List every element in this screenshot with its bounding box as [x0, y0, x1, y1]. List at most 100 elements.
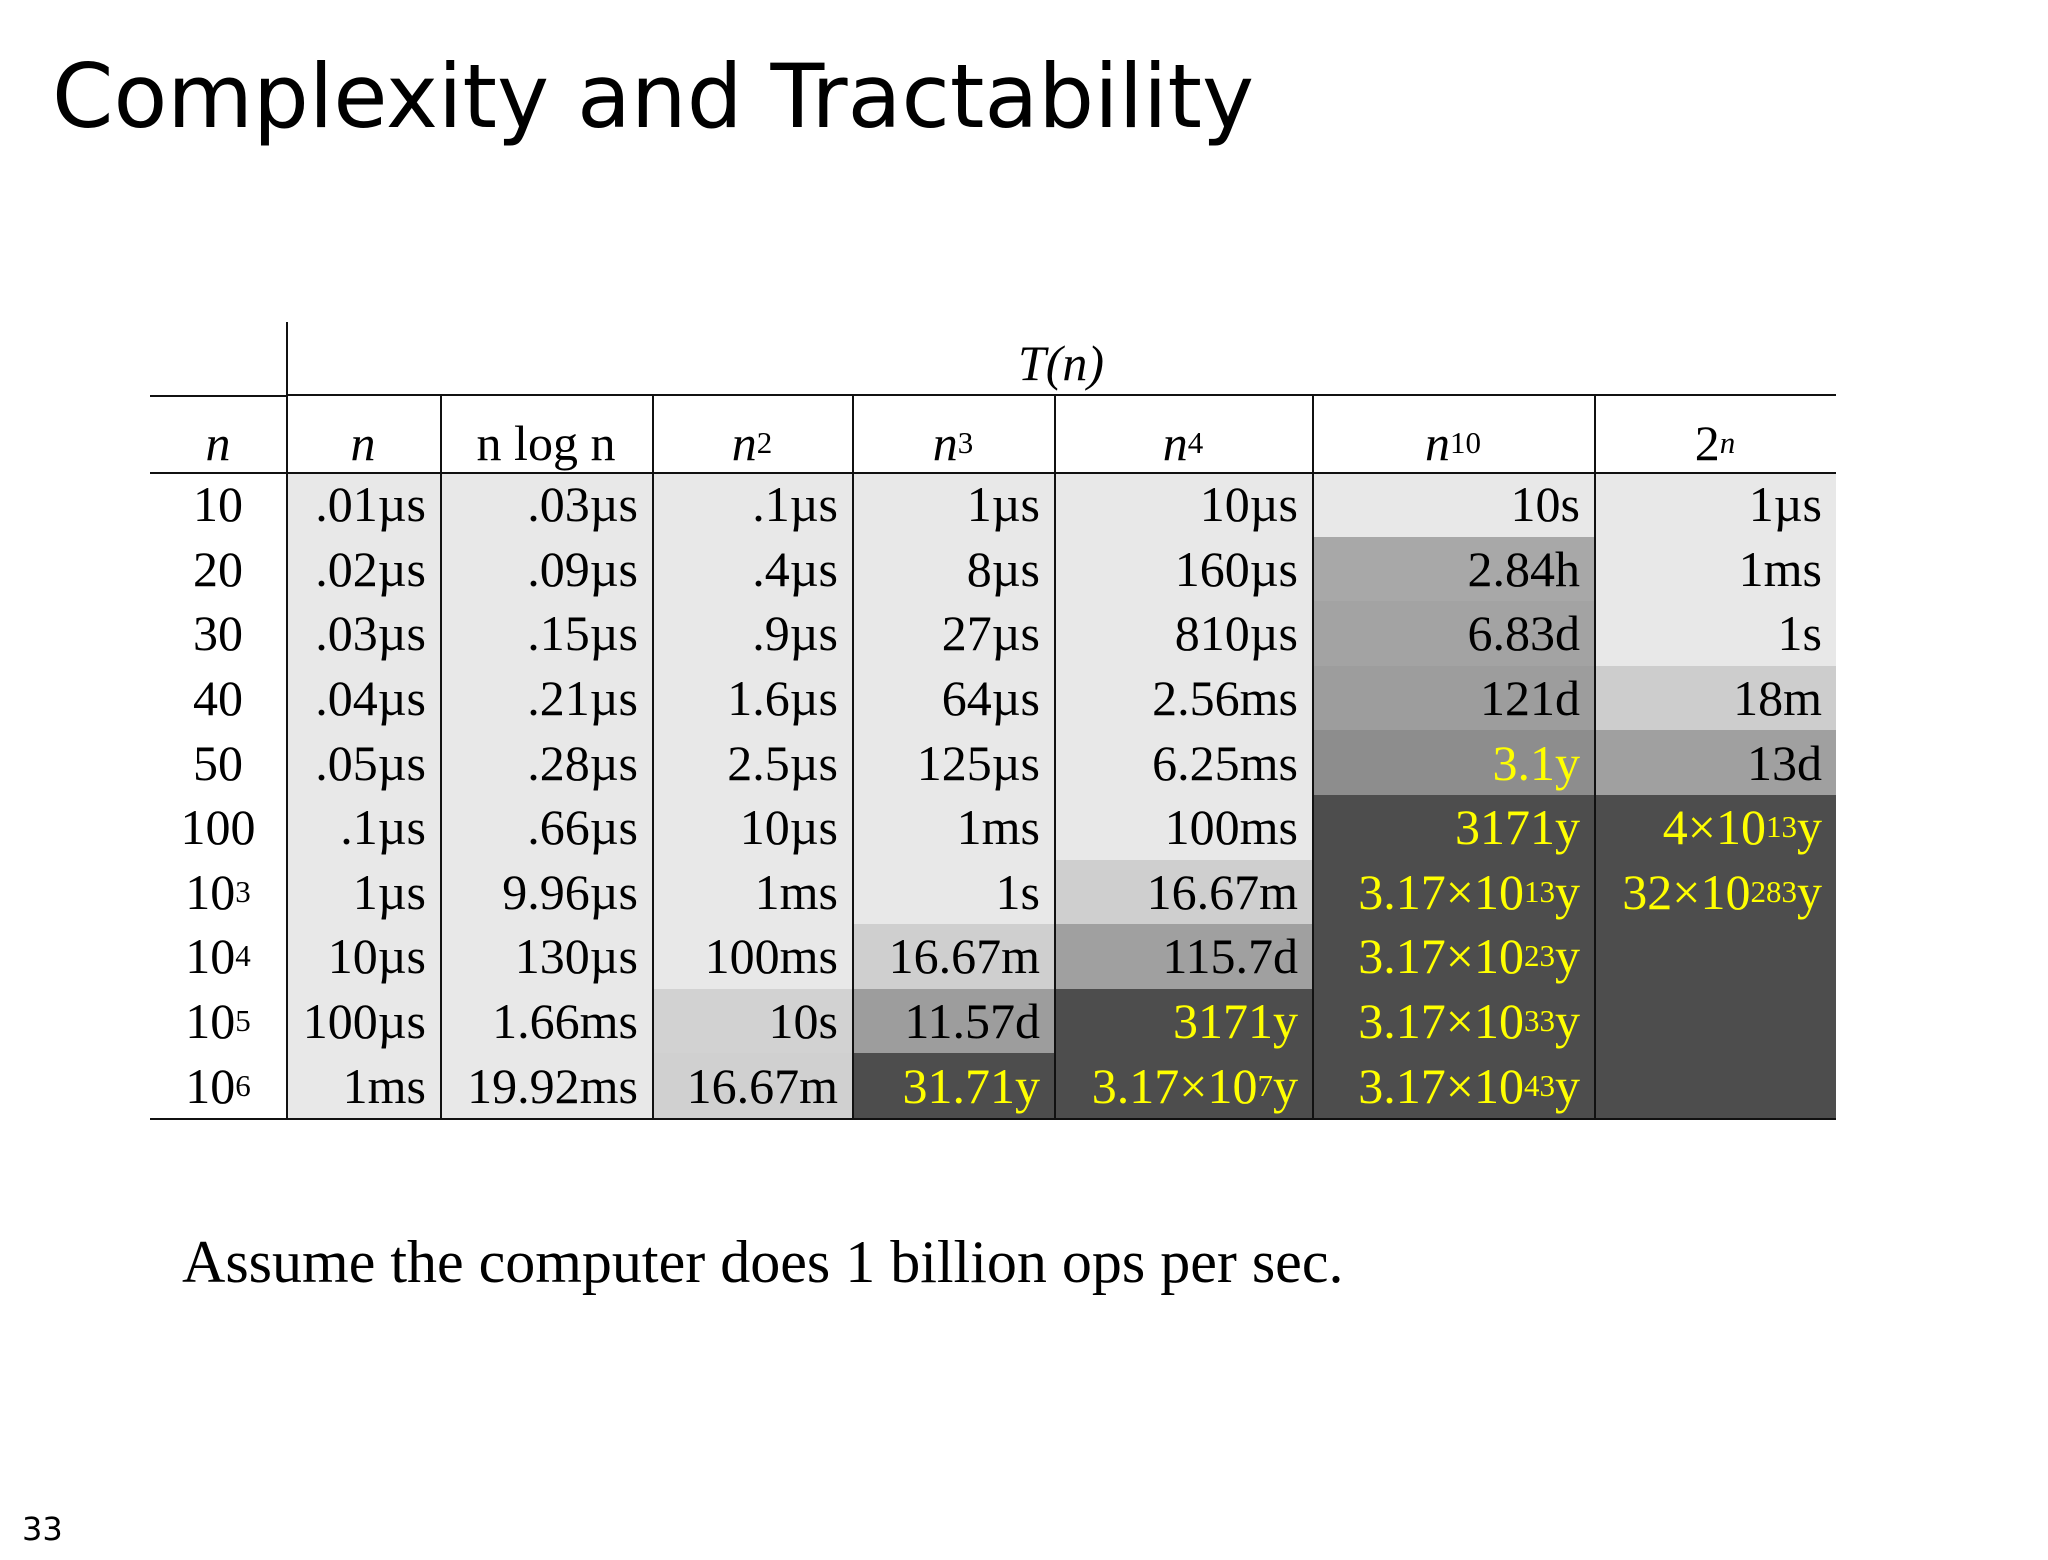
table-cell-unit: y — [1555, 1057, 1580, 1114]
cell-background — [852, 730, 1054, 796]
row-header: 10 3 — [185, 863, 251, 920]
table-cell-text: .02µs — [315, 540, 426, 597]
row-header-text: 20 — [193, 540, 243, 597]
table-cell: 10µs — [1054, 472, 1312, 537]
table-cell: .4µs — [652, 537, 852, 602]
cell-background — [652, 472, 852, 538]
table-cell-text: 1s — [995, 863, 1040, 920]
table-cell-text: 16.67m — [686, 1057, 838, 1114]
table-row-label-divider — [286, 322, 288, 1118]
table-cell-text: 1µs — [966, 476, 1040, 533]
table-cell: 1.66ms — [440, 989, 652, 1054]
cell-background — [440, 730, 652, 796]
table-column-divider — [852, 394, 854, 1118]
table-cell-text: .1µs — [752, 476, 838, 533]
table-cell-text: 1µs — [352, 863, 426, 920]
row-header-text: 30 — [193, 605, 243, 662]
cell-background — [1054, 924, 1312, 990]
cell-background — [440, 859, 652, 925]
table-cell-unit: y — [1797, 863, 1822, 920]
table-cell: 10s — [652, 989, 852, 1054]
column-header-text: n — [1162, 415, 1188, 471]
cell-background — [286, 859, 440, 925]
cell-background — [1594, 859, 1836, 925]
table-cell: 810µs — [1054, 601, 1312, 666]
cell-background — [286, 665, 440, 731]
table-cell-text: .21µs — [527, 670, 638, 727]
table-cell: 2.56ms — [1054, 666, 1312, 731]
cell-background — [286, 601, 440, 667]
table-cell-text: .9µs — [752, 605, 838, 662]
table-cell: .02µs — [286, 537, 440, 602]
cell-background — [852, 472, 1054, 538]
column-header: n log n — [440, 394, 652, 472]
table-cell-unit: y — [1555, 928, 1580, 985]
table-cell — [1594, 924, 1836, 989]
table-cell-text: 100µs — [302, 993, 426, 1050]
cell-background — [852, 536, 1054, 602]
table-cell: 9.96µs — [440, 860, 652, 925]
column-header-text: n — [350, 415, 376, 471]
table-cell: 18m — [1594, 666, 1836, 731]
cell-background — [652, 795, 852, 861]
row-header: 30 — [150, 601, 286, 666]
cell-background — [1054, 795, 1312, 861]
table-column-divider — [652, 394, 654, 1118]
table-cell-text: 125µs — [916, 734, 1040, 791]
cell-background — [1594, 472, 1836, 538]
cell-background — [652, 1053, 852, 1119]
cell-background — [1312, 601, 1594, 667]
table-cell: .66µs — [440, 795, 652, 860]
table-cell-text: .4µs — [752, 540, 838, 597]
cell-background — [1312, 795, 1594, 861]
table-cell-text: 3171y — [1455, 799, 1580, 856]
cell-background — [440, 536, 652, 602]
cell-background — [1312, 665, 1594, 731]
table-cell-text: .09µs — [527, 540, 638, 597]
table-cell-unit: y — [1273, 1057, 1298, 1114]
table-column-divider — [1312, 394, 1314, 1118]
table-cell: 1ms — [852, 795, 1054, 860]
row-header: 50 — [150, 730, 286, 795]
table-cell: 1ms — [286, 1053, 440, 1118]
cell-background — [652, 730, 852, 796]
row-header-text: 10 — [185, 863, 236, 920]
column-header-text: n — [932, 415, 958, 471]
table-cell-text: 10s — [768, 993, 838, 1050]
table-cell: .09µs — [440, 537, 652, 602]
table-cell: 8µs — [852, 537, 1054, 602]
table-cell: 64µs — [852, 666, 1054, 731]
table-cell: 3.17×10 7 y — [1091, 1057, 1298, 1114]
table-cell-text: 31.71y — [902, 1057, 1041, 1114]
cell-background — [1312, 536, 1594, 602]
cell-background — [440, 1053, 652, 1119]
assumption-note: Assume the computer does 1 billion ops p… — [182, 1229, 1344, 1295]
cell-background — [286, 536, 440, 602]
table-cell: 1µs — [286, 860, 440, 925]
table-cell: 1ms — [1594, 537, 1836, 602]
table-cell: .21µs — [440, 666, 652, 731]
cell-background — [1054, 665, 1312, 731]
table-cell-text: 8µs — [966, 540, 1040, 597]
table-cell-text: 3.17×10 — [1358, 928, 1524, 985]
table-cell: 16.67m — [1054, 860, 1312, 925]
table-cell: 2.84h — [1312, 537, 1594, 602]
table-cell-text: 10µs — [327, 928, 426, 985]
cell-background — [286, 988, 440, 1054]
table-row-header-line — [150, 395, 286, 397]
table-cell: .1µs — [286, 795, 440, 860]
table-cell-text: 1ms — [956, 799, 1040, 856]
row-header: 10 4 — [185, 928, 251, 985]
table-cell: 10µs — [652, 795, 852, 860]
table-column-divider — [1054, 394, 1056, 1118]
cell-background — [1312, 472, 1594, 538]
row-header-text: 10 — [193, 476, 243, 533]
table-cell: 6.83d — [1312, 601, 1594, 666]
row-header-text: 10 — [185, 928, 236, 985]
cell-background — [1312, 988, 1594, 1054]
slide-title: Complexity and Tractability — [52, 45, 1255, 148]
table-cell: 3.17×10 23 y — [1358, 928, 1580, 985]
